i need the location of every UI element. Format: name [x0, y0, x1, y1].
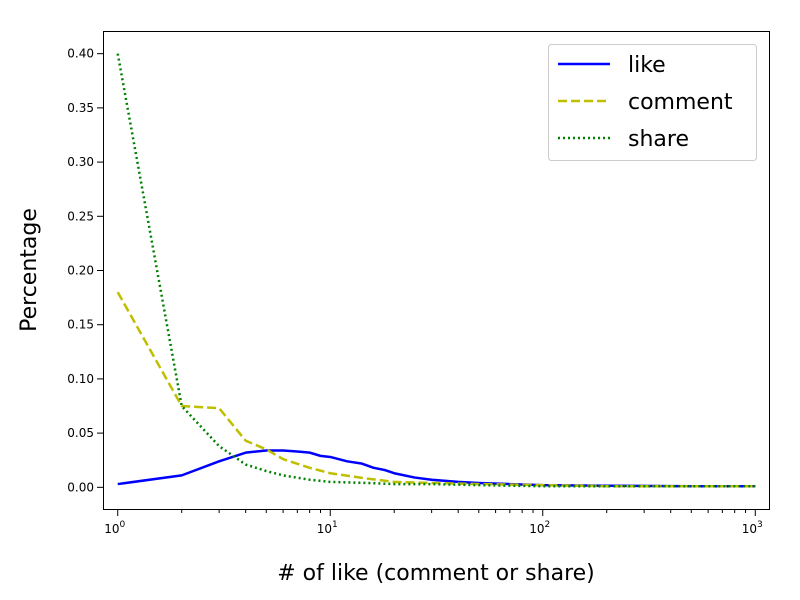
x-tick-label: 101 — [317, 520, 338, 536]
x-axis: 100 101 102 103 — [104, 509, 763, 536]
y-tick-label: 0.15 — [67, 318, 94, 332]
y-tick-label: 0.35 — [67, 101, 94, 115]
legend-box — [548, 44, 757, 161]
y-tick-label: 0.30 — [67, 155, 94, 169]
y-axis: 0.00 0.05 0.10 0.15 0.20 0.25 0.30 0.35 0.40 — [67, 47, 104, 494]
legend-label-comment: comment — [628, 90, 733, 115]
series-line-share — [116, 53, 756, 488]
x-axis-label: # of like (comment or share) — [277, 561, 595, 586]
x-tick-label: 100 — [104, 520, 125, 536]
y-tick-label: 0.25 — [67, 209, 94, 223]
y-tick-label: 0.00 — [67, 480, 94, 494]
legend: like comment share — [548, 44, 757, 161]
y-axis-label: Percentage — [17, 208, 42, 332]
y-tick-label: 0.05 — [67, 426, 94, 440]
x-tick-label: 103 — [742, 520, 763, 536]
plot-area — [116, 53, 756, 488]
y-tick-label: 0.10 — [67, 372, 94, 386]
legend-label-share: share — [628, 127, 689, 152]
y-tick-label: 0.20 — [67, 264, 94, 278]
y-tick-label: 0.40 — [67, 47, 94, 61]
x-tick-label: 102 — [529, 520, 550, 536]
legend-label-like: like — [628, 53, 666, 78]
